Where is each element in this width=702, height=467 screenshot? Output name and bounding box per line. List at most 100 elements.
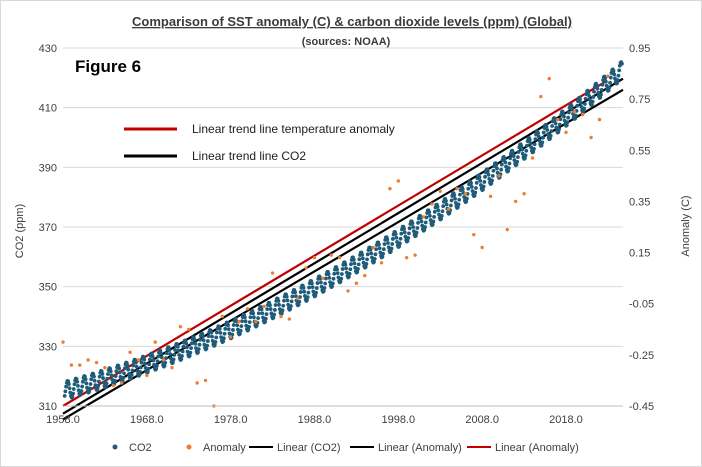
co2-point [482, 180, 487, 184]
co2-point [247, 320, 252, 325]
anomaly-point [86, 358, 90, 362]
co2-point [67, 386, 72, 391]
co2-point [142, 357, 147, 362]
co2-point [104, 381, 109, 386]
co2-point [154, 363, 159, 368]
co2-point [147, 357, 152, 362]
co2-point [377, 246, 382, 251]
co2-point [603, 76, 608, 81]
anomaly-point [245, 307, 250, 311]
y-axis-label-right: Anomaly (C) [680, 195, 692, 256]
co2-point [326, 272, 331, 276]
legend-label: Anomaly [203, 442, 246, 454]
y-left-tick-label: 370 [39, 222, 57, 234]
anomaly-point [262, 304, 266, 308]
co2-point [381, 247, 386, 252]
co2-point [172, 352, 177, 357]
co2-point [271, 315, 276, 320]
x-tick-label: 1978.0 [214, 414, 248, 426]
co2-point [365, 252, 370, 257]
anomaly-point [78, 363, 82, 367]
co2-point [603, 79, 608, 84]
co2-point [611, 69, 616, 73]
anomaly-point [539, 94, 543, 99]
anomaly-point [438, 189, 442, 193]
co2-point [407, 226, 412, 231]
co2-point [477, 175, 482, 180]
co2-point [418, 215, 423, 220]
co2-point [121, 375, 126, 380]
anomaly-point [136, 358, 141, 362]
co2-point [515, 159, 520, 164]
co2-point [423, 220, 428, 225]
x-tick-label: 1998.0 [382, 414, 416, 426]
co2-point [581, 109, 586, 114]
co2-point [470, 189, 475, 193]
co2-point [256, 316, 261, 321]
co2-point [578, 97, 582, 102]
trend-line [62, 77, 624, 415]
anomaly-point [287, 317, 292, 321]
co2-point [352, 261, 357, 266]
co2-point [214, 335, 219, 340]
co2-point [180, 354, 184, 358]
co2-point [564, 123, 569, 128]
co2-point [507, 161, 512, 166]
co2-point [151, 358, 156, 363]
y-left-tick-label: 310 [39, 401, 57, 413]
co2-point [389, 246, 394, 251]
co2-point [231, 323, 236, 327]
co2-point [548, 133, 553, 138]
co2-point [423, 225, 427, 229]
co2-point [553, 121, 558, 126]
co2-point [159, 351, 163, 356]
co2-point [264, 312, 269, 316]
co2-point [452, 193, 457, 198]
co2-point [187, 353, 192, 358]
anomaly-point [103, 365, 107, 370]
co2-point [201, 334, 205, 339]
anomaly-point [237, 319, 241, 324]
anomaly-point [430, 202, 434, 206]
co2-point [525, 143, 529, 148]
anomaly-point [111, 383, 115, 388]
co2-point [196, 350, 200, 355]
co2-point [473, 190, 478, 195]
co2-point [364, 262, 369, 266]
y-left-tick-label: 390 [39, 162, 57, 174]
co2-point [590, 102, 594, 107]
co2-point [184, 345, 189, 350]
co2-point [583, 96, 588, 101]
co2-point [189, 346, 193, 351]
co2-point [355, 270, 360, 274]
x-tick-label: 1968.0 [130, 414, 164, 426]
co2-point [596, 90, 601, 95]
co2-point [415, 226, 420, 230]
co2-point [226, 327, 231, 332]
grid-lines [63, 47, 623, 347]
co2-point [209, 330, 214, 335]
co2-point [422, 228, 427, 232]
legend-marker [112, 444, 118, 450]
co2-point [539, 143, 544, 148]
co2-point [176, 348, 181, 353]
co2-point [544, 124, 549, 129]
co2-point [318, 276, 323, 281]
anomaly-point [547, 76, 551, 81]
co2-point [117, 366, 122, 371]
co2-point [284, 294, 289, 299]
anomaly-point [555, 117, 560, 122]
co2-point [523, 153, 528, 158]
co2-point [330, 284, 335, 289]
co2-point [279, 311, 284, 316]
co2-point [598, 95, 603, 100]
co2-point [84, 381, 89, 386]
co2-point [181, 344, 186, 349]
anomaly-point [497, 174, 501, 178]
co2-point [113, 378, 117, 383]
co2-point [617, 68, 622, 73]
co2-point [332, 271, 337, 276]
co2-point [586, 90, 591, 95]
co2-point [339, 276, 344, 281]
co2-point [549, 129, 554, 134]
